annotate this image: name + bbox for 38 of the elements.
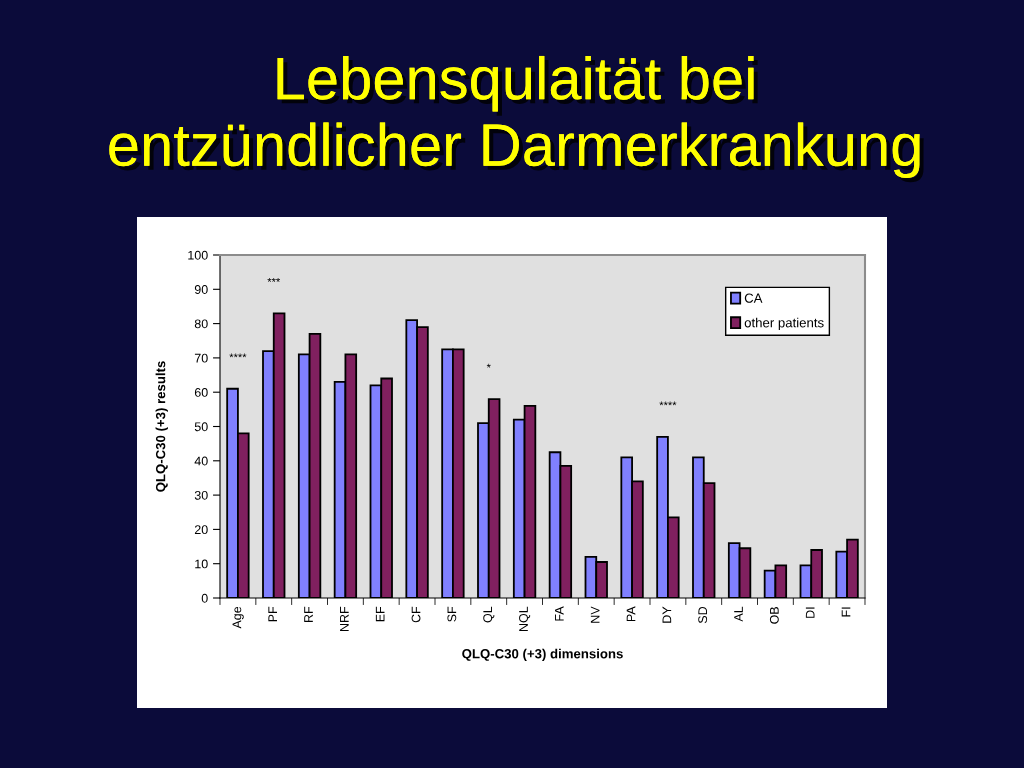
y-tick-label: 20 bbox=[194, 525, 208, 535]
x-axis-title: QLQ-C30 (+3) dimensions bbox=[462, 648, 623, 661]
x-tick-label: DI bbox=[805, 607, 815, 618]
legend-label: other patients bbox=[744, 317, 824, 331]
y-tick-label: 90 bbox=[194, 285, 208, 294]
annotation: **** bbox=[659, 401, 677, 406]
y-tick-label: 100 bbox=[188, 250, 208, 260]
y-tick-label: 30 bbox=[194, 490, 208, 500]
x-tick-label: Age bbox=[232, 606, 244, 629]
x-tick-label: OB bbox=[769, 606, 779, 624]
x-tick-label: SF bbox=[447, 606, 457, 622]
y-tick-label: 40 bbox=[194, 456, 208, 466]
x-tick-label: NRF bbox=[340, 606, 349, 631]
y-tick-label: 70 bbox=[194, 353, 208, 363]
x-tick-label: EF bbox=[375, 606, 385, 622]
x-tick-label: NQL bbox=[519, 606, 531, 632]
y-tick-label: 60 bbox=[194, 388, 208, 397]
x-tick-label: FA bbox=[555, 606, 564, 621]
chart-title: Lebensqulaität bei entzündlicher Darmerkrankung bbox=[109, 55, 924, 183]
y-tick-label: 0 bbox=[201, 593, 208, 603]
x-tick-label: SD bbox=[698, 606, 708, 624]
y-tick-label: 80 bbox=[194, 319, 208, 329]
y-axis-title: QLQ-C30 (+3) results bbox=[155, 361, 168, 492]
x-tick-label: PF bbox=[268, 606, 277, 622]
x-tick-label: QL bbox=[483, 606, 495, 623]
x-tick-label: DY bbox=[662, 606, 672, 623]
x-tick-label: AL bbox=[734, 606, 743, 622]
annotation: **** bbox=[229, 353, 247, 358]
x-tick-label: PA bbox=[626, 606, 636, 622]
legend-label: CA bbox=[744, 293, 763, 303]
y-tick-label: 10 bbox=[195, 559, 208, 569]
annotation: *** bbox=[267, 277, 281, 282]
x-tick-label: CF bbox=[411, 606, 421, 623]
x-tick-label: RF bbox=[304, 606, 313, 622]
x-tick-label: FI bbox=[841, 607, 851, 617]
x-tick-label: NV bbox=[590, 606, 600, 623]
y-tick-label: 50 bbox=[194, 422, 208, 432]
annotation: * bbox=[486, 363, 491, 368]
